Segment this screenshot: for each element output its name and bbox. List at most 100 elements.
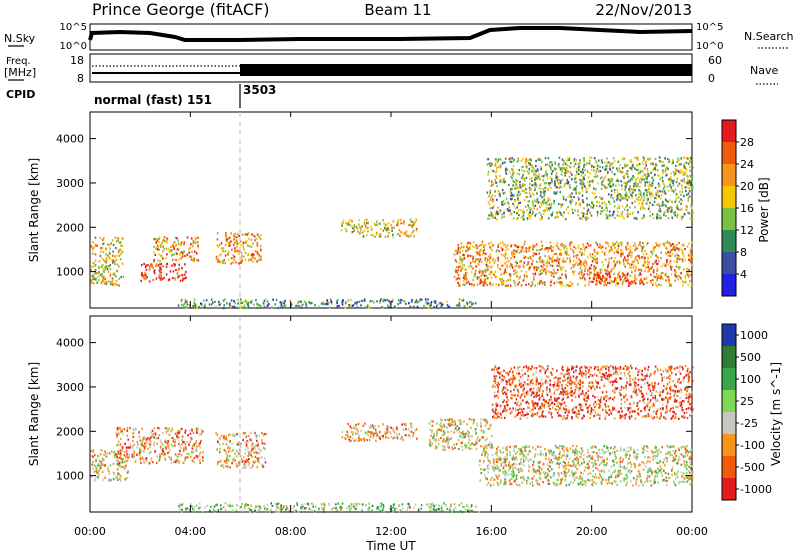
- power-cell: [547, 200, 549, 203]
- power-cell: [566, 163, 568, 167]
- power-cell: [514, 265, 516, 268]
- velocity-cell: [258, 461, 261, 464]
- power-cell: [596, 275, 598, 278]
- velocity-cell: [532, 484, 534, 487]
- power-y-tick-label-1: 2000: [56, 221, 84, 234]
- power-cell: [588, 162, 590, 165]
- power-cell: [582, 200, 584, 203]
- power-cell: [251, 253, 253, 256]
- power-cell: [528, 211, 531, 214]
- power-cell: [517, 159, 520, 162]
- power-cell: [674, 200, 677, 203]
- velocity-cell: [117, 478, 119, 481]
- velocity-cell: [483, 447, 485, 450]
- power-cell: [647, 173, 649, 176]
- power-cell: [624, 280, 627, 283]
- power-cell: [403, 300, 406, 303]
- power-cell: [689, 252, 691, 255]
- power-cell: [660, 273, 662, 276]
- power-cell: [184, 298, 187, 301]
- power-cell: [365, 218, 368, 221]
- power-cell: [545, 271, 547, 274]
- power-cell: [382, 219, 384, 222]
- power-cell: [583, 273, 585, 276]
- velocity-cell: [546, 478, 548, 481]
- power-cell: [314, 304, 316, 307]
- power-cell: [643, 216, 645, 219]
- power-cell: [675, 168, 678, 171]
- velocity-cell: [532, 462, 535, 465]
- velocity-cell: [591, 483, 593, 486]
- power-cell: [662, 271, 664, 274]
- power-cell: [495, 175, 497, 178]
- power-cell: [528, 200, 530, 203]
- velocity-cell: [94, 454, 96, 457]
- power-cell: [488, 179, 490, 182]
- power-cell: [472, 245, 474, 248]
- velocity-cell: [254, 434, 257, 437]
- power-cell: [178, 263, 181, 266]
- power-cell: [157, 237, 159, 241]
- velocity-cell: [544, 473, 546, 476]
- power-cell: [488, 195, 490, 198]
- velocity-cell: [686, 445, 689, 448]
- power-cell: [456, 304, 458, 307]
- power-cell: [596, 214, 599, 217]
- velocity-cell: [106, 455, 108, 458]
- power-cell: [584, 174, 586, 177]
- power-cell: [543, 193, 546, 196]
- power-cell: [670, 172, 672, 175]
- power-cell: [554, 162, 557, 165]
- power-cell: [327, 301, 329, 304]
- power-cell: [627, 213, 630, 216]
- power-cell: [613, 191, 616, 194]
- power-cell: [680, 163, 683, 166]
- power-cell: [108, 244, 110, 247]
- velocity-cell: [627, 450, 630, 453]
- velocity-cell: [248, 453, 250, 456]
- power-cell: [551, 181, 553, 184]
- power-cell: [683, 268, 685, 271]
- power-cell: [380, 235, 382, 238]
- velocity-cell: [115, 453, 117, 456]
- power-cell: [609, 202, 612, 205]
- power-cell: [652, 169, 654, 172]
- velocity-cell: [664, 479, 667, 483]
- power-cell: [533, 266, 535, 270]
- power-cell: [497, 189, 499, 193]
- power-cell: [669, 199, 671, 202]
- power-cell: [581, 189, 584, 192]
- power-cell: [108, 250, 111, 253]
- velocity-cell: [636, 478, 639, 481]
- power-cell: [486, 191, 489, 194]
- velocity-cell: [195, 440, 198, 443]
- velocity-cell: [231, 442, 233, 445]
- velocity-cell: [566, 471, 568, 474]
- power-cell: [554, 183, 556, 186]
- power-cell: [635, 185, 638, 189]
- power-cell: [322, 301, 325, 304]
- velocity-cell: [180, 454, 183, 457]
- power-cell: [489, 270, 492, 274]
- power-cell: [545, 182, 548, 185]
- velocity-cell: [178, 461, 180, 464]
- power-cell: [174, 277, 176, 280]
- velocity-cell: [198, 442, 200, 445]
- power-cell: [643, 214, 645, 217]
- power-cell: [549, 176, 552, 179]
- power-cell: [657, 274, 660, 277]
- power-cell: [639, 206, 642, 209]
- velocity-cell: [652, 458, 654, 461]
- power-cell: [652, 247, 654, 250]
- power-cell: [517, 198, 520, 201]
- power-cell: [466, 281, 468, 285]
- velocity-cell: [167, 443, 169, 447]
- power-cell: [587, 269, 589, 272]
- power-cell: [645, 176, 647, 179]
- velocity-cell: [150, 435, 153, 438]
- velocity-cell: [143, 450, 145, 453]
- power-cell: [621, 188, 623, 191]
- power-cell: [680, 258, 683, 261]
- power-cell: [605, 284, 608, 287]
- power-cell: [687, 179, 689, 182]
